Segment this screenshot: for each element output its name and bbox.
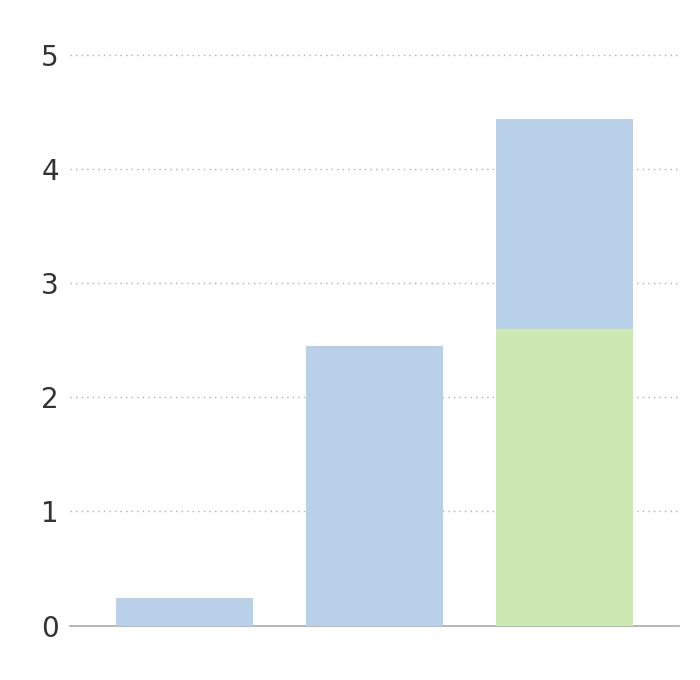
- Bar: [116, 598, 253, 626]
- Bar: [306, 346, 443, 626]
- Bar: [496, 118, 634, 328]
- Bar: [496, 328, 634, 626]
